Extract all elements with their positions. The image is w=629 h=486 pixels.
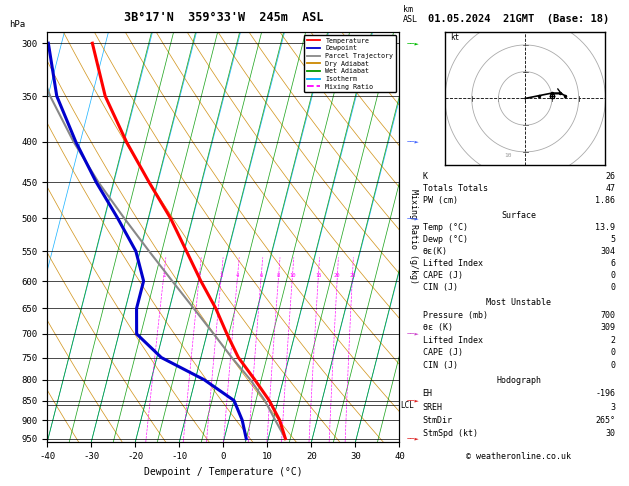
Text: 3B°17'N  359°33'W  245m  ASL: 3B°17'N 359°33'W 245m ASL bbox=[123, 11, 323, 24]
Text: −−►: −−► bbox=[407, 435, 420, 442]
Text: −−►: −−► bbox=[407, 215, 420, 222]
Text: CAPE (J): CAPE (J) bbox=[423, 348, 463, 358]
Text: Hodograph: Hodograph bbox=[496, 376, 542, 385]
Text: CIN (J): CIN (J) bbox=[423, 361, 458, 370]
Text: 5: 5 bbox=[610, 235, 615, 244]
Text: 3: 3 bbox=[610, 402, 615, 412]
Text: -196: -196 bbox=[595, 389, 615, 399]
Text: 700: 700 bbox=[600, 311, 615, 320]
Text: 265°: 265° bbox=[595, 416, 615, 425]
Text: 304: 304 bbox=[600, 247, 615, 256]
Text: 3: 3 bbox=[220, 273, 223, 278]
Text: Most Unstable: Most Unstable bbox=[486, 298, 552, 307]
Text: 01.05.2024  21GMT  (Base: 18): 01.05.2024 21GMT (Base: 18) bbox=[428, 14, 610, 24]
Text: SREH: SREH bbox=[423, 402, 443, 412]
X-axis label: Dewpoint / Temperature (°C): Dewpoint / Temperature (°C) bbox=[144, 467, 303, 477]
Text: −−►: −−► bbox=[407, 40, 420, 46]
Text: 2: 2 bbox=[610, 336, 615, 345]
Text: Totals Totals: Totals Totals bbox=[423, 184, 487, 193]
Text: Lifted Index: Lifted Index bbox=[423, 336, 482, 345]
Text: 47: 47 bbox=[605, 184, 615, 193]
Text: θε(K): θε(K) bbox=[423, 247, 448, 256]
Text: 0: 0 bbox=[610, 283, 615, 293]
Text: EH: EH bbox=[423, 389, 433, 399]
Text: 0: 0 bbox=[610, 361, 615, 370]
Text: 15: 15 bbox=[315, 273, 321, 278]
Text: Surface: Surface bbox=[501, 210, 537, 220]
Text: hPa: hPa bbox=[9, 20, 26, 29]
Text: −−►: −−► bbox=[407, 139, 420, 145]
Text: kt: kt bbox=[450, 33, 460, 42]
Text: PW (cm): PW (cm) bbox=[423, 196, 458, 205]
Text: θε (K): θε (K) bbox=[423, 323, 453, 332]
Text: 2: 2 bbox=[198, 273, 201, 278]
Text: 20: 20 bbox=[474, 171, 482, 175]
Text: 8: 8 bbox=[277, 273, 280, 278]
Text: 309: 309 bbox=[600, 323, 615, 332]
Text: 6: 6 bbox=[610, 259, 615, 268]
Text: 30: 30 bbox=[605, 429, 615, 438]
Text: LCL: LCL bbox=[401, 401, 415, 410]
Text: −−►: −−► bbox=[407, 398, 420, 403]
Text: 0: 0 bbox=[610, 271, 615, 280]
Text: Lifted Index: Lifted Index bbox=[423, 259, 482, 268]
Text: km
ASL: km ASL bbox=[403, 5, 418, 24]
Text: 6: 6 bbox=[259, 273, 263, 278]
Text: 4: 4 bbox=[236, 273, 239, 278]
Text: 20: 20 bbox=[334, 273, 340, 278]
Text: 1.86: 1.86 bbox=[595, 196, 615, 205]
Text: 30: 30 bbox=[448, 185, 455, 191]
Text: CAPE (J): CAPE (J) bbox=[423, 271, 463, 280]
Text: 10: 10 bbox=[504, 153, 511, 158]
Text: Mixing Ratio (g/kg): Mixing Ratio (g/kg) bbox=[409, 190, 418, 284]
Text: StmDir: StmDir bbox=[423, 416, 453, 425]
Text: Pressure (mb): Pressure (mb) bbox=[423, 311, 487, 320]
Text: 13.9: 13.9 bbox=[595, 223, 615, 232]
Text: 10: 10 bbox=[289, 273, 296, 278]
Legend: Temperature, Dewpoint, Parcel Trajectory, Dry Adiabat, Wet Adiabat, Isotherm, Mi: Temperature, Dewpoint, Parcel Trajectory… bbox=[304, 35, 396, 92]
Text: © weatheronline.co.uk: © weatheronline.co.uk bbox=[467, 452, 571, 461]
Text: K: K bbox=[423, 172, 428, 181]
Text: Temp (°C): Temp (°C) bbox=[423, 223, 468, 232]
Text: 0: 0 bbox=[610, 348, 615, 358]
Text: Dewp (°C): Dewp (°C) bbox=[423, 235, 468, 244]
Text: StmSpd (kt): StmSpd (kt) bbox=[423, 429, 477, 438]
Text: CIN (J): CIN (J) bbox=[423, 283, 458, 293]
Text: 25: 25 bbox=[349, 273, 355, 278]
Text: −−►: −−► bbox=[407, 331, 420, 337]
Text: 26: 26 bbox=[605, 172, 615, 181]
Text: 1: 1 bbox=[162, 273, 165, 278]
